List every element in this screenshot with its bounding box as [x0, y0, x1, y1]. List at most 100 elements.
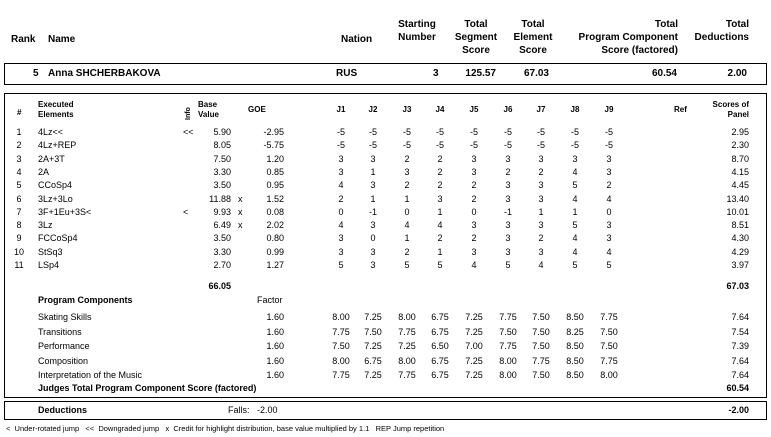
skater-pcs: 60.54	[651, 68, 677, 79]
element-judge-score: 3	[437, 193, 443, 204]
element-base-value: 5.90	[213, 127, 231, 137]
element-base-value: 3.50	[213, 233, 231, 244]
element-code: 4Lz+REP	[38, 140, 77, 151]
element-judge-score: 5	[338, 260, 344, 270]
element-panel-score: 13.40	[726, 193, 749, 204]
element-judge-score: 3	[505, 220, 511, 231]
element-panel-score: 2.95	[731, 127, 749, 137]
element-panel-score: 4.45	[731, 180, 749, 191]
falls-label: Falls:	[228, 405, 250, 415]
element-judge-score: 3	[370, 180, 376, 191]
component-judge-score: 8.50	[566, 312, 584, 322]
element-judge-score: 5	[404, 260, 410, 270]
element-panel-score: 8.70	[731, 153, 749, 164]
element-judge-score: 3	[572, 153, 578, 164]
component-judge-score: 7.25	[465, 370, 483, 380]
component-judge-score: 7.25	[465, 355, 483, 366]
judge-header-7: J7	[536, 105, 546, 114]
component-judge-score: 6.75	[364, 355, 382, 366]
element-judge-score: 3	[338, 246, 344, 257]
element-judge-score: 2	[404, 153, 410, 164]
component-judge-score: 7.75	[332, 370, 350, 380]
element-judge-score: 3	[338, 166, 344, 177]
element-panel-score: 8.51	[731, 220, 749, 231]
element-code: 4Lz<<	[38, 127, 64, 137]
judge-header-4: J4	[435, 105, 445, 114]
component-factor: 1.60	[266, 355, 284, 366]
element-num: 7	[16, 206, 22, 217]
element-judge-score: 5	[437, 260, 443, 270]
el-col-panel: Scores of Panel	[712, 100, 749, 119]
element-judge-score: 4	[572, 233, 578, 244]
component-judge-score: 8.00	[332, 312, 350, 322]
col-starting-number: Starting Number	[398, 19, 436, 43]
element-goe: 1.20	[266, 153, 284, 164]
element-goe: -5.75	[263, 140, 284, 151]
component-judge-score: 6.75	[431, 355, 449, 366]
element-judge-score: 2	[437, 233, 443, 244]
element-base-value: 3.30	[213, 166, 231, 177]
element-judge-score: 3	[606, 153, 612, 164]
element-judge-score: 2	[437, 153, 443, 164]
element-judge-score: -5	[435, 127, 444, 137]
component-judge-score: 8.50	[566, 370, 584, 380]
element-judge-score: 1	[572, 206, 578, 217]
element-goe: 1.27	[266, 260, 284, 270]
component-judge-score: 7.25	[364, 370, 382, 380]
element-judge-score: 3	[505, 193, 511, 204]
element-judge-score: 2	[606, 180, 612, 191]
component-judge-score: 8.50	[566, 341, 584, 351]
component-judge-score: 8.00	[332, 355, 350, 366]
element-judge-score: 2	[404, 180, 410, 191]
element-x-credit: x	[238, 206, 243, 217]
component-judge-score: 7.75	[332, 326, 350, 337]
element-judge-score: -5	[503, 140, 512, 151]
element-info: <	[183, 206, 189, 217]
component-judge-score: 7.00	[465, 341, 483, 351]
element-judge-score: 2	[538, 166, 544, 177]
skater-tss: 125.57	[465, 68, 496, 79]
col-total-deductions: Total Deductions	[694, 19, 749, 43]
element-judge-score: 4	[338, 180, 344, 191]
element-code: 3Lz	[38, 220, 53, 231]
element-judge-score: 5	[505, 260, 511, 270]
el-col-info: Info	[185, 107, 192, 120]
component-judge-score: 6.75	[431, 370, 449, 380]
element-panel-score: 4.30	[731, 233, 749, 244]
element-judge-score: 4	[338, 220, 344, 231]
element-num: 11	[14, 260, 24, 270]
element-base-value: 2.70	[213, 260, 231, 270]
component-judge-score: 8.00	[499, 370, 517, 380]
deductions-total: -2.00	[728, 405, 749, 415]
element-panel-score: 10.01	[726, 206, 749, 217]
el-col-executed: Executed Elements	[38, 100, 74, 119]
element-judge-score: 3	[471, 246, 477, 257]
component-panel-score: 7.39	[731, 341, 749, 351]
component-judge-score: 7.75	[499, 341, 517, 351]
element-judge-score: 2	[471, 180, 477, 191]
pcs-total-score: 60.54	[726, 383, 749, 393]
element-judge-score: 5	[572, 220, 578, 231]
element-judge-score: 4	[572, 246, 578, 257]
skater-tes: 67.03	[523, 68, 549, 79]
component-judge-score: 7.50	[600, 326, 618, 337]
el-col-base-value: Base Value	[198, 100, 219, 119]
element-judge-score: 4	[572, 193, 578, 204]
element-judge-score: 3	[370, 153, 376, 164]
element-base-value: 11.88	[209, 193, 231, 204]
component-name: Performance	[38, 341, 90, 351]
element-judge-score: 3	[538, 180, 544, 191]
element-judge-score: 2	[505, 166, 511, 177]
element-judge-score: 5	[572, 180, 578, 191]
component-factor: 1.60	[266, 312, 284, 322]
component-judge-score: 7.50	[532, 370, 550, 380]
skater-name: Anna SHCHERBAKOVA	[48, 68, 161, 79]
element-judge-score: 4	[606, 246, 612, 257]
component-judge-score: 8.00	[398, 312, 416, 322]
component-judge-score: 8.00	[600, 370, 618, 380]
component-factor: 1.60	[266, 326, 284, 337]
element-judge-score: 1	[404, 233, 410, 244]
component-judge-score: 7.75	[600, 312, 618, 322]
judge-header-3: J3	[402, 105, 412, 114]
element-judge-score: 1	[370, 166, 376, 177]
